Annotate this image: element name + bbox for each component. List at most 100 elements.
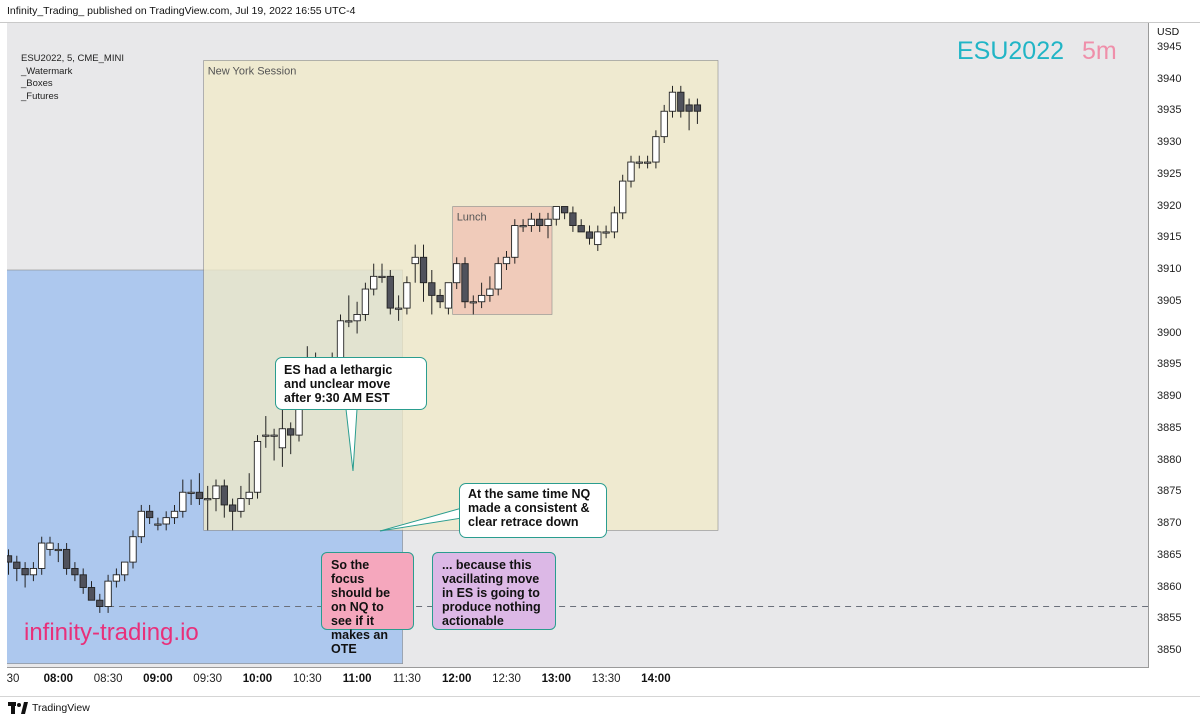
candle-body xyxy=(253,441,262,493)
candle-body xyxy=(685,104,693,112)
candle xyxy=(287,422,295,455)
price-tick: 3945 xyxy=(1157,40,1182,53)
candle xyxy=(643,155,652,169)
candle xyxy=(71,562,79,582)
candle-body xyxy=(560,206,569,214)
candle xyxy=(137,504,145,544)
annotation-because[interactable]: ... because this vacillating move in ES … xyxy=(432,552,556,630)
candle xyxy=(154,517,162,531)
symbol-line: ESU2022, 5, CME_MINI xyxy=(21,53,124,64)
candle-body xyxy=(195,491,204,500)
candle xyxy=(96,593,104,613)
candle xyxy=(494,257,502,296)
candle xyxy=(677,85,685,118)
candlestick-chart[interactable]: New York Session Lunch xyxy=(7,23,1149,668)
candle-body xyxy=(79,574,87,588)
candle xyxy=(278,403,287,467)
candle xyxy=(461,257,469,309)
chart-area[interactable]: New York Session Lunch ESU2022, 5, CME_MI… xyxy=(7,23,1149,668)
candle-body xyxy=(403,282,411,309)
candle xyxy=(585,225,594,245)
time-tick: 08:00 xyxy=(43,673,74,685)
candle xyxy=(220,479,228,518)
candle-body xyxy=(569,212,577,227)
price-tick: 3920 xyxy=(1157,199,1182,212)
candle-body xyxy=(7,555,13,563)
candle-body xyxy=(511,225,519,258)
candle-body xyxy=(619,180,627,214)
price-tick: 3895 xyxy=(1157,358,1182,371)
box-lunch xyxy=(452,206,553,315)
price-tick: 3880 xyxy=(1157,453,1182,466)
candle xyxy=(87,581,96,601)
candle xyxy=(212,479,220,512)
candle xyxy=(79,568,87,594)
candle xyxy=(38,536,46,575)
published-text: Infinity_Trading_ published on TradingVi… xyxy=(7,5,356,17)
candle xyxy=(652,130,660,169)
candle-body xyxy=(38,542,46,569)
candle-body xyxy=(121,561,129,576)
price-tick: 3905 xyxy=(1157,294,1182,307)
box-label-new-york-session: New York Session xyxy=(208,65,297,77)
candle-body xyxy=(585,231,594,239)
time-tick: 14:00 xyxy=(641,673,671,685)
candle-body xyxy=(179,491,187,512)
candle xyxy=(560,206,569,220)
candle-body xyxy=(262,434,270,437)
candle xyxy=(129,530,137,569)
candle-body xyxy=(610,212,619,233)
time-tick: 11:30 xyxy=(392,673,421,685)
candle-body xyxy=(237,498,245,512)
indicator-watermark[interactable]: _Watermark xyxy=(21,65,73,77)
candle xyxy=(204,485,212,531)
candle-body xyxy=(469,301,477,304)
candle-body xyxy=(660,110,668,138)
annotation-lethargic[interactable]: ES had a lethargic and unclear move afte… xyxy=(275,357,427,410)
candle xyxy=(436,289,444,309)
annotation-focus[interactable]: So the focus should be on NQ to see if i… xyxy=(321,552,414,656)
price-tick: 3900 xyxy=(1157,326,1182,339)
candle-body xyxy=(154,523,162,526)
candle xyxy=(536,212,544,232)
candle-body xyxy=(204,498,212,501)
candle-body xyxy=(162,517,170,525)
candle xyxy=(237,485,245,518)
candle xyxy=(419,244,428,302)
candle-body xyxy=(245,491,253,500)
candle xyxy=(7,549,13,575)
candle-body xyxy=(21,568,29,576)
currency-label: USD xyxy=(1157,26,1180,38)
candle-body xyxy=(54,548,62,552)
time-tick: 09:00 xyxy=(143,673,173,685)
candle-body xyxy=(212,485,220,500)
candle-body xyxy=(228,504,237,512)
candle xyxy=(145,504,154,524)
candle xyxy=(602,225,610,239)
candle-body xyxy=(370,275,378,290)
candle-body xyxy=(361,288,370,315)
annotation-nq-retrace[interactable]: At the same time NQ made a consistent & … xyxy=(459,483,607,538)
candle-body xyxy=(494,263,502,290)
candle xyxy=(685,98,693,131)
candle xyxy=(62,543,71,575)
candle xyxy=(386,270,394,315)
price-tick: 3855 xyxy=(1157,612,1182,625)
candle xyxy=(112,568,121,588)
candle xyxy=(610,206,619,239)
candle xyxy=(378,263,386,283)
time-tick: 08:30 xyxy=(93,673,123,685)
indicator-boxes[interactable]: _Boxes xyxy=(21,78,53,89)
candle-body xyxy=(436,294,444,303)
candle-body xyxy=(13,561,21,569)
candle-body xyxy=(502,256,511,265)
candle-body xyxy=(527,218,536,226)
candle-body xyxy=(428,282,436,296)
site-watermark: infinity-trading.io xyxy=(24,619,199,646)
candle-body xyxy=(552,206,560,220)
candle-body xyxy=(394,307,403,310)
price-tick: 3850 xyxy=(1157,644,1182,656)
indicator-futures[interactable]: _Futures xyxy=(21,90,59,102)
box-label-lunch: Lunch xyxy=(457,212,487,224)
candle xyxy=(245,473,253,505)
